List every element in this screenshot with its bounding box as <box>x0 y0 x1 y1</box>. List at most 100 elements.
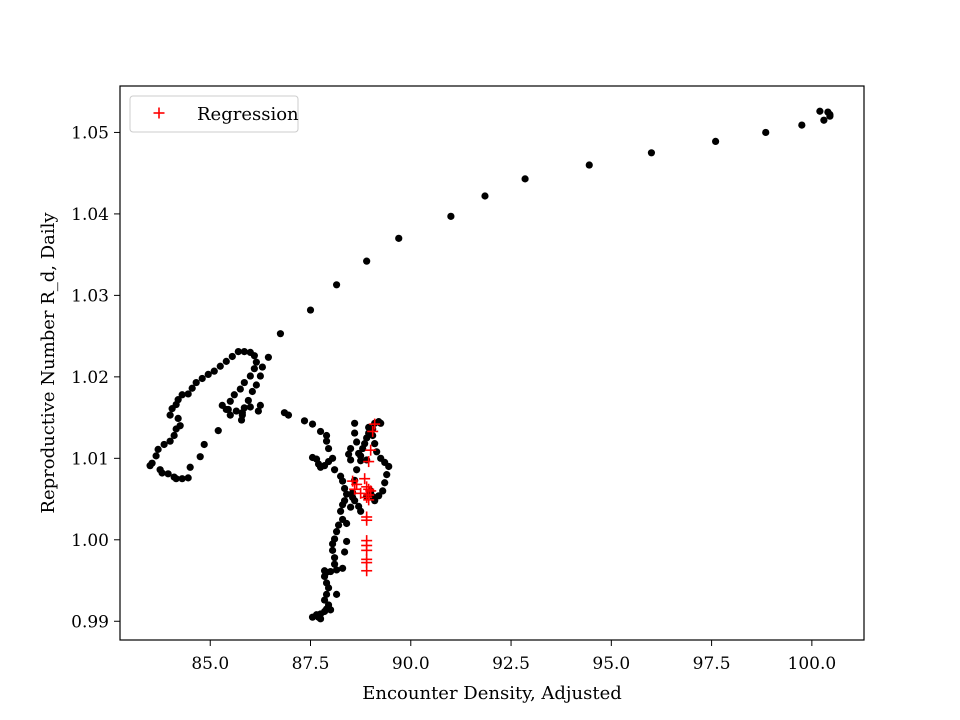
regression-point <box>369 418 381 430</box>
data-point <box>232 407 240 415</box>
data-point <box>204 370 212 379</box>
y-tick-label: 1.01 <box>71 449 109 469</box>
data-point <box>236 385 244 393</box>
x-tick-label: 85.0 <box>191 654 229 674</box>
data-point <box>647 149 656 157</box>
legend: Regression <box>129 95 299 133</box>
data-point <box>320 567 329 575</box>
data-point <box>172 475 180 483</box>
data-point <box>218 401 226 409</box>
data-point <box>198 374 206 383</box>
data-point <box>521 175 529 183</box>
y-tick-label: 1.03 <box>71 286 109 306</box>
data-point <box>816 107 824 115</box>
data-point <box>341 548 349 556</box>
data-point <box>345 450 353 458</box>
data-point <box>146 462 154 470</box>
data-point <box>359 444 367 453</box>
data-point <box>338 501 347 509</box>
data-point <box>154 445 162 453</box>
data-point <box>334 521 343 529</box>
data-point <box>322 437 331 445</box>
data-point <box>276 330 285 338</box>
data-point <box>152 452 160 460</box>
data-point <box>381 479 389 487</box>
data-point <box>375 492 383 500</box>
data-point <box>246 403 254 411</box>
regression-point <box>359 473 371 485</box>
data-point <box>322 590 331 598</box>
data-point <box>246 372 254 380</box>
data-point <box>308 613 317 621</box>
data-point <box>712 137 720 145</box>
x-tick-label: 92.5 <box>492 654 530 674</box>
data-point <box>254 407 262 415</box>
regression-point <box>367 425 379 437</box>
legend-box <box>129 95 299 133</box>
x-tick-label: 90.0 <box>392 654 430 674</box>
data-point <box>244 396 252 405</box>
data-point <box>324 584 333 592</box>
data-point <box>210 367 218 375</box>
data-point <box>328 540 337 548</box>
data-point <box>258 363 266 371</box>
data-point <box>363 434 371 442</box>
data-point <box>357 452 365 460</box>
data-point <box>447 212 455 220</box>
data-point <box>336 507 345 515</box>
data-point <box>316 427 325 436</box>
regression-point <box>365 444 377 456</box>
data-point <box>820 116 828 124</box>
y-tick-label: 1.05 <box>71 123 109 143</box>
data-point <box>224 405 232 414</box>
data-point <box>216 362 224 370</box>
data-point <box>252 381 260 389</box>
data-point <box>320 596 329 604</box>
data-point <box>192 378 200 387</box>
data-point <box>238 411 246 419</box>
data-point <box>252 358 260 366</box>
data-point <box>166 437 174 445</box>
legend-marker-regression <box>153 107 165 119</box>
data-point <box>343 519 351 528</box>
data-point <box>332 566 341 574</box>
data-point <box>332 281 341 289</box>
data-point <box>178 475 186 483</box>
data-point <box>234 347 242 356</box>
data-point <box>256 401 264 409</box>
data-point <box>379 487 387 495</box>
data-point <box>373 448 381 456</box>
data-point <box>328 546 337 554</box>
data-point <box>481 192 489 200</box>
x-tick-label: 100.0 <box>788 654 837 674</box>
data-point <box>228 352 236 361</box>
data-point <box>264 353 272 361</box>
data-point <box>280 409 289 417</box>
data-point <box>166 411 174 419</box>
data-point <box>353 438 361 446</box>
regression-point <box>363 456 375 468</box>
data-point <box>226 397 234 405</box>
x-axis-label: Encounter Density, Adjusted <box>362 683 622 704</box>
y-tick-label: 1.00 <box>71 531 109 551</box>
data-point <box>196 453 204 461</box>
data-point <box>246 348 254 357</box>
data-point <box>798 121 806 129</box>
data-point <box>585 161 593 169</box>
y-tick-label: 1.02 <box>71 368 109 388</box>
data-point <box>256 372 264 380</box>
data-point <box>826 112 834 120</box>
regression-point <box>347 475 359 487</box>
data-point <box>332 590 341 598</box>
y-axis-ticks: 0.99 1.00 1.01 1.02 1.03 1.04 1.05 <box>71 123 120 632</box>
data-point <box>338 477 347 485</box>
data-point <box>200 440 208 449</box>
data-point <box>324 444 333 453</box>
data-point <box>762 128 770 137</box>
data-point <box>184 474 192 482</box>
data-point <box>351 497 359 505</box>
data-point <box>395 234 403 242</box>
data-point <box>316 463 325 471</box>
x-tick-label: 87.5 <box>292 654 330 674</box>
data-point <box>214 427 222 435</box>
